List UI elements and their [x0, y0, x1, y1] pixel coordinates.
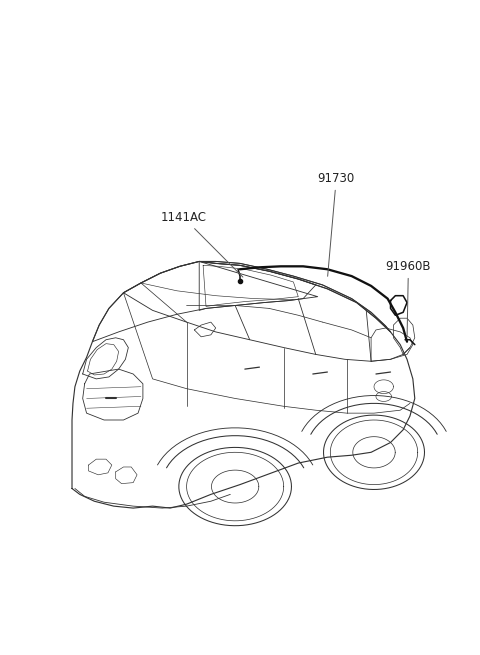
Text: 91960B: 91960B	[385, 260, 431, 337]
Text: 1141AC: 1141AC	[160, 211, 243, 277]
Text: 91730: 91730	[318, 172, 355, 276]
